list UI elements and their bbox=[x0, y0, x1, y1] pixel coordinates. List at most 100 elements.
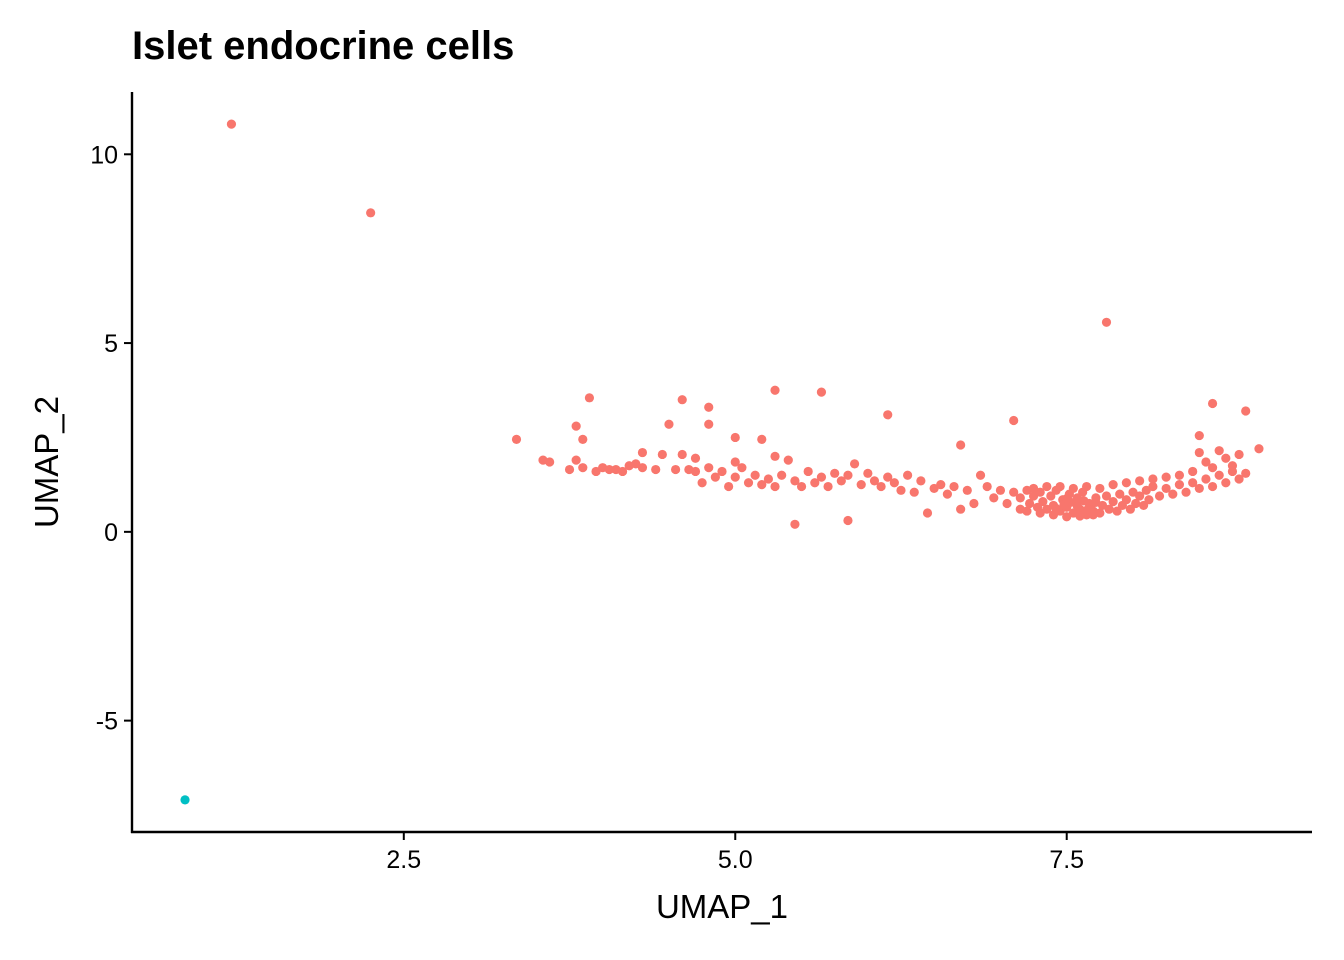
data-point bbox=[843, 470, 853, 480]
data-point bbox=[836, 476, 846, 486]
data-point bbox=[710, 472, 720, 482]
data-point bbox=[1068, 483, 1078, 494]
data-point bbox=[1227, 461, 1238, 471]
data-point bbox=[1161, 472, 1171, 482]
data-point bbox=[1101, 317, 1112, 327]
data-point bbox=[1174, 480, 1185, 490]
data-point bbox=[903, 470, 913, 480]
data-point bbox=[1009, 487, 1019, 497]
data-point bbox=[1024, 498, 1035, 509]
data-point bbox=[1234, 474, 1244, 484]
data-point bbox=[823, 481, 833, 492]
data-point bbox=[1135, 476, 1145, 486]
data-point bbox=[1091, 497, 1101, 507]
data-point bbox=[942, 489, 952, 499]
data-point bbox=[1234, 449, 1244, 460]
data-point bbox=[1101, 491, 1112, 501]
data-point bbox=[1214, 446, 1224, 456]
data-point bbox=[1062, 512, 1072, 522]
data-point bbox=[717, 466, 727, 477]
data-point bbox=[889, 478, 899, 488]
data-point bbox=[1015, 493, 1025, 503]
data-point bbox=[1104, 504, 1114, 514]
data-point bbox=[737, 463, 747, 473]
data-point bbox=[849, 459, 860, 469]
data-point bbox=[989, 493, 999, 503]
data-point bbox=[1207, 463, 1218, 473]
data-point bbox=[730, 432, 740, 443]
x-tick-label: 7.5 bbox=[1049, 846, 1084, 874]
data-point bbox=[1241, 406, 1251, 416]
data-point bbox=[830, 468, 840, 478]
data-point bbox=[1201, 457, 1211, 467]
data-point bbox=[571, 455, 581, 465]
data-point bbox=[949, 481, 959, 492]
data-point bbox=[757, 480, 767, 490]
data-point bbox=[1144, 495, 1154, 505]
data-point bbox=[1121, 495, 1131, 505]
data-point bbox=[1072, 501, 1082, 511]
data-point bbox=[1083, 504, 1093, 514]
data-point bbox=[1194, 430, 1204, 441]
data-point bbox=[366, 208, 376, 218]
data-point bbox=[511, 434, 522, 444]
data-point bbox=[1194, 447, 1204, 458]
data-point bbox=[1082, 481, 1092, 492]
data-point bbox=[810, 478, 820, 488]
data-point bbox=[750, 470, 760, 480]
data-point bbox=[982, 481, 992, 492]
data-point bbox=[704, 419, 714, 429]
x-tick-label: 5.0 bbox=[718, 846, 753, 874]
data-point bbox=[1115, 489, 1125, 499]
data-point bbox=[883, 472, 893, 482]
data-point bbox=[936, 480, 946, 490]
data-point bbox=[1062, 494, 1072, 504]
data-point bbox=[1135, 491, 1145, 501]
data-point bbox=[1022, 506, 1032, 516]
axes-layer: 2.5 5.0 7.5 -5 0 5 10 bbox=[90, 92, 1312, 874]
data-point bbox=[956, 440, 966, 450]
data-point bbox=[1254, 444, 1264, 454]
data-point bbox=[690, 466, 701, 477]
data-point bbox=[843, 515, 853, 526]
data-point bbox=[783, 455, 793, 465]
points-layer bbox=[180, 119, 1264, 805]
data-point bbox=[1174, 470, 1185, 480]
data-point bbox=[909, 487, 919, 497]
data-point bbox=[677, 449, 687, 460]
data-point bbox=[816, 387, 827, 397]
data-point bbox=[226, 119, 237, 129]
data-point bbox=[1095, 483, 1105, 494]
data-point bbox=[1075, 511, 1085, 521]
data-point bbox=[790, 476, 800, 486]
data-point bbox=[1207, 398, 1218, 409]
data-point bbox=[995, 485, 1006, 495]
y-axis-title: UMAP_2 bbox=[28, 396, 65, 528]
data-point bbox=[777, 470, 787, 480]
data-point bbox=[1194, 483, 1204, 494]
y-tick-label: 10 bbox=[90, 141, 118, 169]
data-point bbox=[770, 451, 780, 461]
data-point bbox=[1181, 487, 1191, 497]
data-point bbox=[803, 466, 813, 477]
data-point bbox=[704, 402, 714, 412]
data-point bbox=[1108, 497, 1118, 507]
data-point bbox=[962, 485, 972, 495]
data-point bbox=[1221, 478, 1231, 488]
data-point bbox=[956, 504, 966, 514]
data-point bbox=[1042, 481, 1052, 492]
data-point bbox=[796, 481, 807, 492]
data-point bbox=[657, 449, 667, 460]
data-point bbox=[1207, 481, 1218, 492]
data-point bbox=[724, 481, 734, 492]
data-point bbox=[677, 395, 687, 405]
data-point bbox=[604, 464, 614, 475]
data-point bbox=[1148, 474, 1158, 484]
data-point bbox=[545, 457, 555, 467]
data-point bbox=[975, 470, 986, 480]
data-point bbox=[1154, 491, 1165, 501]
data-point bbox=[1072, 493, 1082, 503]
x-tick-label: 2.5 bbox=[386, 846, 421, 874]
data-point bbox=[617, 466, 628, 477]
